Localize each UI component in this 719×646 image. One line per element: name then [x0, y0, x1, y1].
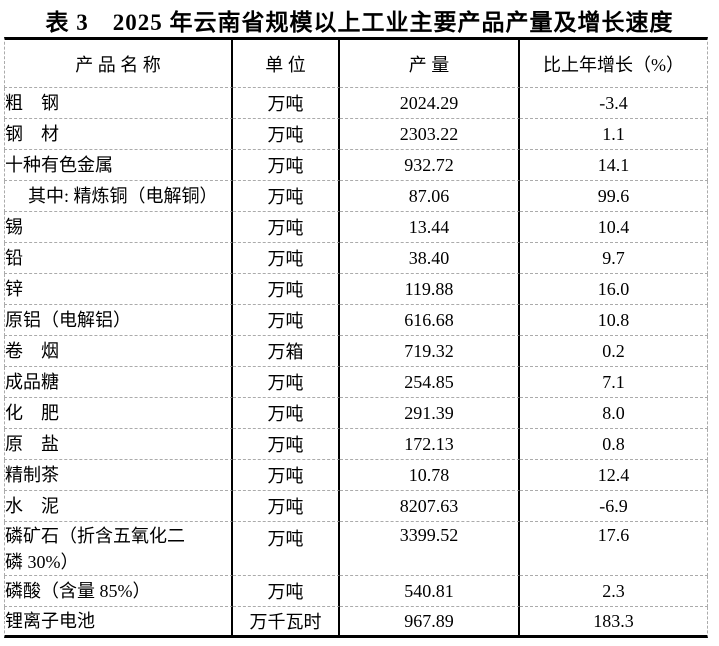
- cell-product-name: 锂离子电池: [4, 607, 233, 638]
- table-row: 钢 材 万吨 2303.22 1.1: [4, 119, 708, 150]
- cell-unit: 万吨: [233, 305, 340, 336]
- cell-unit: 万吨: [233, 429, 340, 460]
- cell-output: 719.32: [340, 336, 520, 367]
- cell-unit: 万吨: [233, 212, 340, 243]
- cell-unit: 万吨: [233, 576, 340, 607]
- cell-product-name: 铅: [4, 243, 233, 274]
- cell-product-name: 钢 材: [4, 119, 233, 150]
- cell-output: 10.78: [340, 460, 520, 491]
- cell-growth: 183.3: [520, 607, 708, 638]
- cell-unit: 万吨: [233, 522, 340, 576]
- cell-product-name: 粗 钢: [4, 88, 233, 119]
- table-row: 粗 钢 万吨 2024.29 -3.4: [4, 88, 708, 119]
- cell-output: 291.39: [340, 398, 520, 429]
- table-row: 其中: 精炼铜（电解铜） 万吨 87.06 99.6: [4, 181, 708, 212]
- cell-output: 2024.29: [340, 88, 520, 119]
- cell-growth: 9.7: [520, 243, 708, 274]
- cell-product-name: 卷 烟: [4, 336, 233, 367]
- cell-output: 616.68: [340, 305, 520, 336]
- cell-growth: 12.4: [520, 460, 708, 491]
- cell-product-name: 磷酸（含量 85%）: [4, 576, 233, 607]
- cell-unit: 万吨: [233, 119, 340, 150]
- cell-unit: 万箱: [233, 336, 340, 367]
- table-row: 精制茶 万吨 10.78 12.4: [4, 460, 708, 491]
- cell-growth: 10.4: [520, 212, 708, 243]
- cell-growth: -6.9: [520, 491, 708, 522]
- cell-product-name: 锌: [4, 274, 233, 305]
- cell-output: 8207.63: [340, 491, 520, 522]
- cell-unit: 万吨: [233, 460, 340, 491]
- table-row: 锂离子电池 万千瓦时 967.89 183.3: [4, 607, 708, 638]
- table-row: 锌 万吨 119.88 16.0: [4, 274, 708, 305]
- cell-growth: 0.8: [520, 429, 708, 460]
- cell-product-name: 锡: [4, 212, 233, 243]
- column-header-growth: 比上年增长（%）: [520, 37, 708, 88]
- cell-unit: 万吨: [233, 491, 340, 522]
- table-row: 锡 万吨 13.44 10.4: [4, 212, 708, 243]
- cell-unit: 万吨: [233, 274, 340, 305]
- cell-growth: 99.6: [520, 181, 708, 212]
- cell-output: 967.89: [340, 607, 520, 638]
- cell-output: 932.72: [340, 150, 520, 181]
- cell-growth: 17.6: [520, 522, 708, 576]
- column-header-unit: 单 位: [233, 37, 340, 88]
- products-table: 产 品 名 称 单 位 产 量 比上年增长（%） 粗 钢 万吨 2024.29 …: [4, 37, 708, 638]
- table-row: 十种有色金属 万吨 932.72 14.1: [4, 150, 708, 181]
- header-row: 产 品 名 称 单 位 产 量 比上年增长（%）: [4, 37, 708, 88]
- cell-growth: 8.0: [520, 398, 708, 429]
- table-row: 原 盐 万吨 172.13 0.8: [4, 429, 708, 460]
- cell-product-name: 化 肥: [4, 398, 233, 429]
- table-row: 水 泥 万吨 8207.63 -6.9: [4, 491, 708, 522]
- cell-product-name: 原 盐: [4, 429, 233, 460]
- cell-product-name: 十种有色金属: [4, 150, 233, 181]
- table-row: 原铝（电解铝） 万吨 616.68 10.8: [4, 305, 708, 336]
- table-row: 化 肥 万吨 291.39 8.0: [4, 398, 708, 429]
- table-row: 磷矿石（折含五氧化二 磷 30%） 万吨 3399.52 17.6: [4, 522, 708, 576]
- cell-product-name: 原铝（电解铝）: [4, 305, 233, 336]
- cell-product-name: 磷矿石（折含五氧化二 磷 30%）: [4, 522, 233, 576]
- cell-output: 254.85: [340, 367, 520, 398]
- cell-unit: 万吨: [233, 243, 340, 274]
- cell-output: 172.13: [340, 429, 520, 460]
- cell-unit: 万千瓦时: [233, 607, 340, 638]
- cell-unit: 万吨: [233, 398, 340, 429]
- cell-growth: 16.0: [520, 274, 708, 305]
- cell-growth: 2.3: [520, 576, 708, 607]
- table-row: 铅 万吨 38.40 9.7: [4, 243, 708, 274]
- cell-product-name: 其中: 精炼铜（电解铜）: [4, 181, 233, 212]
- column-header-product: 产 品 名 称: [4, 37, 233, 88]
- table-row: 磷酸（含量 85%） 万吨 540.81 2.3: [4, 576, 708, 607]
- cell-output: 540.81: [340, 576, 520, 607]
- cell-output: 87.06: [340, 181, 520, 212]
- page-title: 表 3 2025 年云南省规模以上工业主要产品产量及增长速度: [45, 10, 674, 35]
- cell-growth: 10.8: [520, 305, 708, 336]
- cell-growth: 0.2: [520, 336, 708, 367]
- cell-unit: 万吨: [233, 181, 340, 212]
- cell-product-name: 水 泥: [4, 491, 233, 522]
- cell-growth: 7.1: [520, 367, 708, 398]
- cell-product-name: 成品糖: [4, 367, 233, 398]
- cell-output: 2303.22: [340, 119, 520, 150]
- cell-unit: 万吨: [233, 150, 340, 181]
- column-header-output: 产 量: [340, 37, 520, 88]
- cell-output: 13.44: [340, 212, 520, 243]
- cell-output: 38.40: [340, 243, 520, 274]
- cell-growth: 1.1: [520, 119, 708, 150]
- cell-growth: -3.4: [520, 88, 708, 119]
- cell-unit: 万吨: [233, 367, 340, 398]
- cell-growth: 14.1: [520, 150, 708, 181]
- cell-unit: 万吨: [233, 88, 340, 119]
- table-row: 卷 烟 万箱 719.32 0.2: [4, 336, 708, 367]
- table-row: 成品糖 万吨 254.85 7.1: [4, 367, 708, 398]
- cell-product-name: 精制茶: [4, 460, 233, 491]
- cell-output: 3399.52: [340, 522, 520, 576]
- cell-output: 119.88: [340, 274, 520, 305]
